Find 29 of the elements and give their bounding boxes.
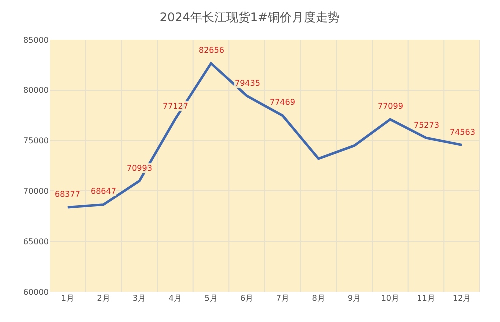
chart-title: 2024年长江现货1#铜价月度走势 <box>160 10 340 24</box>
data-label: 68647 <box>91 187 116 196</box>
x-tick-label: 8月 <box>312 294 326 303</box>
y-tick-label: 85000 <box>24 36 49 45</box>
x-tick-label: 12月 <box>452 294 472 303</box>
x-tick-label: 11月 <box>417 294 436 303</box>
x-tick-label: 2月 <box>97 294 110 303</box>
y-tick-label: 60000 <box>24 288 49 297</box>
data-label: 70993 <box>127 164 152 173</box>
data-label: 77127 <box>163 102 188 111</box>
y-tick-label: 80000 <box>24 86 49 96</box>
x-tick-label: 5月 <box>204 294 218 303</box>
data-label: 75273 <box>414 121 440 130</box>
y-tick-label: 65000 <box>24 237 49 246</box>
data-label: 82656 <box>199 46 224 55</box>
x-tick-label: 7月 <box>276 294 290 303</box>
x-tick-label: 6月 <box>240 294 254 303</box>
x-tick-label: 3月 <box>133 294 146 303</box>
data-label: 74563 <box>450 128 476 137</box>
y-tick-label: 70000 <box>24 187 49 196</box>
data-label: 79435 <box>235 79 260 88</box>
x-tick-label: 9月 <box>348 294 362 303</box>
data-label: 77469 <box>270 98 296 107</box>
x-tick-label: 1月 <box>61 294 74 303</box>
y-tick-label: 75000 <box>24 136 49 146</box>
data-label: 77099 <box>378 102 404 111</box>
x-tick-label: 4月 <box>168 294 182 303</box>
x-tick-label: 10月 <box>381 294 400 303</box>
data-label: 68377 <box>55 190 80 199</box>
